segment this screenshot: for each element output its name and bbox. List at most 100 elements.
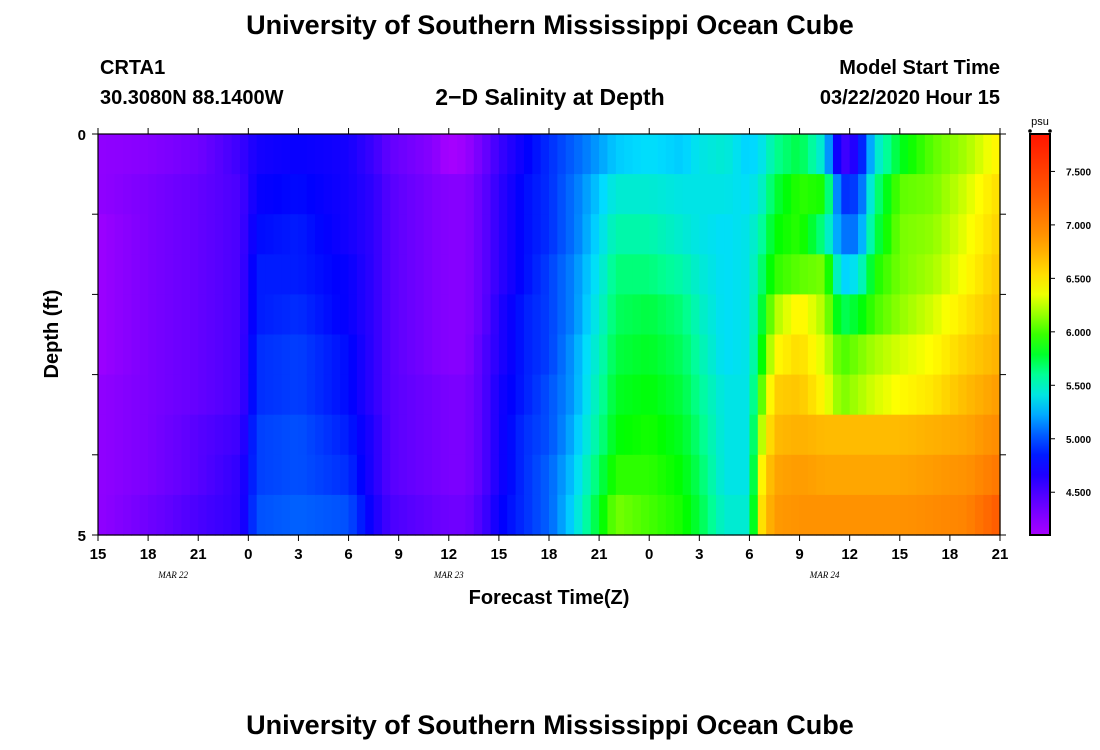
heatmap-cell <box>949 294 959 336</box>
heatmap-cell <box>724 294 734 336</box>
heatmap-cell <box>974 294 984 336</box>
heatmap-cell <box>490 134 500 175</box>
heatmap-cell <box>181 414 191 456</box>
heatmap-cell <box>824 214 834 255</box>
heatmap-cell <box>373 134 383 175</box>
heatmap-cell <box>941 374 951 416</box>
heatmap-cell <box>482 294 492 336</box>
heatmap-cell <box>782 334 792 376</box>
heatmap-cell <box>582 454 592 496</box>
heatmap-cell <box>766 294 776 336</box>
heatmap-cell <box>164 454 174 496</box>
heatmap-cell <box>799 254 809 295</box>
heatmap-cell <box>373 414 383 456</box>
heatmap-cell <box>849 454 859 496</box>
heatmap-cell <box>440 374 450 416</box>
heatmap-cell <box>891 414 901 456</box>
heatmap-cell <box>515 174 525 215</box>
heatmap-cell <box>148 214 158 255</box>
heatmap-cell <box>640 414 650 456</box>
heatmap-cell <box>131 494 141 536</box>
heatmap-cell <box>640 214 650 255</box>
x-tick-label: 9 <box>795 546 803 563</box>
heatmap-cell <box>582 214 592 255</box>
heatmap-cell <box>248 174 258 215</box>
heatmap-cell <box>774 294 784 336</box>
heatmap-cell <box>958 254 968 295</box>
heatmap-cell <box>741 254 751 295</box>
heatmap-cell <box>273 214 283 255</box>
heatmap-cell <box>824 374 834 416</box>
heatmap-cell <box>924 374 934 416</box>
heatmap-cell <box>473 294 483 336</box>
heatmap-cell <box>732 454 742 496</box>
heatmap-cell <box>398 374 408 416</box>
x-tick-label: 18 <box>942 546 959 563</box>
heatmap-cell <box>599 294 609 336</box>
heatmap-cell <box>239 134 249 175</box>
heatmap-cell <box>883 494 893 536</box>
heatmap-cell <box>983 414 993 456</box>
heatmap-cell <box>231 454 241 496</box>
x-axis-title: Forecast Time(Z) <box>469 587 630 609</box>
heatmap-cell <box>139 174 149 215</box>
heatmap-cell <box>657 294 667 336</box>
heatmap-cell <box>874 134 884 175</box>
heatmap-cell <box>665 494 675 536</box>
heatmap-cell <box>791 494 801 536</box>
heatmap-cell <box>590 134 600 175</box>
heatmap-cell <box>348 334 358 376</box>
heatmap-cell <box>348 254 358 295</box>
heatmap-cell <box>507 374 517 416</box>
x-tick-label: 0 <box>645 546 653 563</box>
heatmap-cell <box>716 174 725 215</box>
heatmap-cell <box>632 134 642 175</box>
heatmap-cell <box>407 374 416 416</box>
heatmap-cell <box>273 494 283 536</box>
heatmap-cell <box>958 374 968 416</box>
heatmap-cell <box>390 254 400 295</box>
heatmap-cell <box>574 214 584 255</box>
heatmap-cell <box>373 174 383 215</box>
heatmap-cell <box>916 454 926 496</box>
heatmap-cell <box>440 294 450 336</box>
heatmap-cell <box>164 214 174 255</box>
heatmap-cell <box>256 214 266 255</box>
heatmap-cell <box>398 134 408 175</box>
heatmap-cell <box>131 134 141 175</box>
heatmap-cell <box>824 294 834 336</box>
heatmap-cell <box>239 294 249 336</box>
heatmap-cell <box>164 414 174 456</box>
heatmap-cell <box>732 494 742 536</box>
heatmap-cell <box>899 214 909 255</box>
heatmap-cell <box>849 334 859 376</box>
heatmap-cell <box>974 414 984 456</box>
heatmap-cell <box>156 414 166 456</box>
heatmap-cell <box>599 214 609 255</box>
heatmap-cell <box>615 174 625 215</box>
heatmap-cell <box>256 414 266 456</box>
heatmap-cell <box>749 334 759 376</box>
heatmap-cell <box>899 494 909 536</box>
heatmap-cell <box>866 374 876 416</box>
heatmap-cell <box>924 494 934 536</box>
heatmap-cell <box>916 374 926 416</box>
heatmap-cell <box>323 214 333 255</box>
heatmap-cell <box>933 414 943 456</box>
heatmap-cell <box>565 334 575 376</box>
heatmap-cell <box>849 174 859 215</box>
heatmap-cell <box>315 414 325 456</box>
heatmap-cell <box>665 414 675 456</box>
heatmap-cell <box>607 414 617 456</box>
heatmap-cell <box>198 374 208 416</box>
heatmap-cell <box>933 334 943 376</box>
heatmap-cell <box>214 294 224 336</box>
heatmap-cell <box>565 454 575 496</box>
x-tick-label: 21 <box>190 546 207 563</box>
x-tick-label: 0 <box>244 546 252 563</box>
heatmap-cell <box>557 494 567 536</box>
heatmap-cell <box>423 214 433 255</box>
heatmap-cell <box>523 494 533 536</box>
heatmap-cell <box>448 134 458 175</box>
heatmap-cell <box>415 414 425 456</box>
